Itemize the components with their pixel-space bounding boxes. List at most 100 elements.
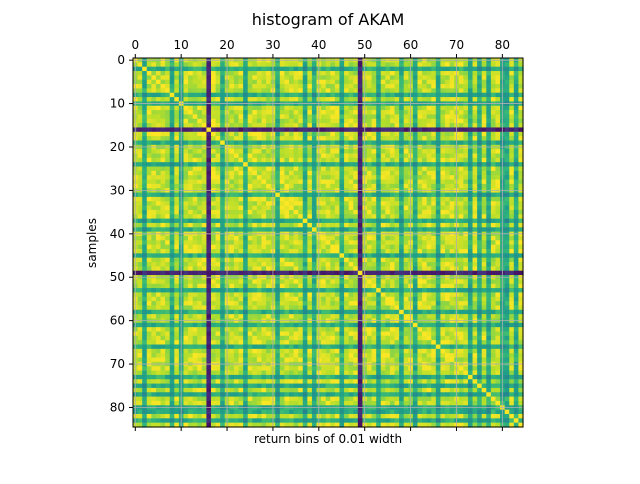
heatmap-cell	[440, 283, 446, 289]
heatmap-cell	[344, 227, 350, 233]
heatmap-cell	[353, 235, 359, 241]
heatmap-cell	[137, 179, 143, 185]
heatmap-cell	[399, 179, 405, 185]
heatmap-cell	[399, 270, 405, 276]
heatmap-cell	[229, 162, 235, 168]
heatmap-cell	[142, 136, 148, 142]
heatmap-cell	[481, 227, 487, 233]
heatmap-cell	[174, 205, 180, 211]
heatmap-cell	[380, 79, 386, 85]
heatmap-cell	[165, 270, 171, 276]
heatmap-cell	[367, 249, 373, 254]
heatmap-cell	[431, 62, 437, 68]
heatmap-cell	[394, 253, 400, 259]
heatmap-cell	[495, 305, 501, 311]
heatmap-cell	[238, 201, 244, 207]
heatmap-cell	[247, 309, 253, 315]
heatmap-cell	[238, 249, 244, 254]
heatmap-cell	[385, 270, 391, 276]
heatmap-cell	[472, 214, 478, 220]
heatmap-cell	[509, 218, 515, 224]
heatmap-cell	[197, 222, 203, 228]
heatmap-cell	[183, 235, 189, 241]
heatmap-cell	[417, 157, 423, 163]
heatmap-cell	[321, 209, 327, 215]
heatmap-cell	[339, 235, 345, 241]
heatmap-cell	[403, 66, 409, 72]
heatmap-cell	[325, 257, 331, 263]
heatmap-cell	[385, 292, 391, 298]
heatmap-cell	[311, 183, 318, 189]
heatmap-cell	[380, 279, 386, 285]
heatmap-cell	[197, 279, 203, 285]
heatmap-cell	[215, 183, 221, 189]
heatmap-cell	[243, 179, 249, 185]
heatmap-cell	[261, 153, 267, 159]
heatmap-cell	[247, 153, 253, 159]
heatmap-cell	[174, 240, 180, 246]
heatmap-cell	[367, 157, 373, 163]
heatmap-cell	[426, 292, 432, 298]
heatmap-cell	[417, 79, 423, 85]
heatmap-cell	[458, 283, 464, 289]
heatmap-cell	[467, 183, 474, 189]
heatmap-cell	[412, 131, 419, 137]
heatmap-cell	[399, 97, 405, 103]
heatmap-cell	[435, 253, 442, 259]
heatmap-cell	[330, 157, 336, 163]
heatmap-cell	[233, 288, 240, 294]
heatmap-cell	[192, 166, 198, 172]
heatmap-cell	[357, 283, 364, 289]
heatmap-cell	[243, 283, 249, 289]
heatmap-cell	[215, 62, 221, 68]
heatmap-cell	[160, 114, 166, 120]
heatmap-cell	[477, 222, 483, 228]
heatmap-cell	[293, 105, 299, 111]
heatmap-cell	[155, 162, 162, 168]
heatmap-cell	[233, 118, 240, 124]
heatmap-cell	[325, 123, 331, 129]
heatmap-cell	[481, 305, 487, 311]
heatmap-cell	[481, 192, 487, 198]
heatmap-cell	[151, 270, 157, 276]
heatmap-cell	[238, 270, 244, 276]
heatmap-cell	[289, 214, 295, 220]
heatmap-cell	[389, 292, 396, 298]
heatmap-cell	[353, 218, 359, 224]
heatmap-cell	[477, 218, 483, 224]
heatmap-cell	[344, 110, 350, 116]
heatmap-cell	[325, 292, 331, 298]
heatmap-cell	[463, 292, 469, 298]
heatmap-cell	[385, 192, 391, 198]
heatmap-cell	[403, 123, 409, 129]
heatmap-cell	[353, 257, 359, 263]
heatmap-cell	[220, 166, 226, 172]
heatmap-cell	[325, 127, 331, 133]
heatmap-cell	[458, 196, 464, 202]
heatmap-cell	[298, 114, 304, 120]
heatmap-cell	[380, 75, 386, 81]
heatmap-cell	[137, 127, 143, 133]
heatmap-cell	[389, 244, 396, 250]
heatmap-cell	[504, 140, 510, 146]
heatmap-cell	[146, 288, 152, 294]
heatmap-cell	[137, 84, 143, 89]
heatmap-cell	[155, 240, 162, 246]
heatmap-cell	[367, 283, 373, 289]
heatmap-cell	[422, 270, 428, 276]
heatmap-cell	[458, 179, 464, 185]
heatmap-cell	[238, 196, 244, 202]
heatmap-cell	[321, 218, 327, 224]
heatmap-cell	[321, 140, 327, 146]
heatmap-cell	[449, 170, 455, 176]
heatmap-cell	[321, 249, 327, 254]
heatmap-cell	[513, 240, 520, 246]
heatmap-cell	[357, 179, 364, 185]
heatmap-cell	[509, 209, 515, 215]
heatmap-cell	[399, 296, 405, 302]
heatmap-cell	[385, 62, 391, 68]
heatmap-cell	[233, 249, 240, 254]
heatmap-cell	[233, 305, 240, 311]
heatmap-cell	[445, 110, 451, 116]
heatmap-cell	[334, 309, 341, 315]
